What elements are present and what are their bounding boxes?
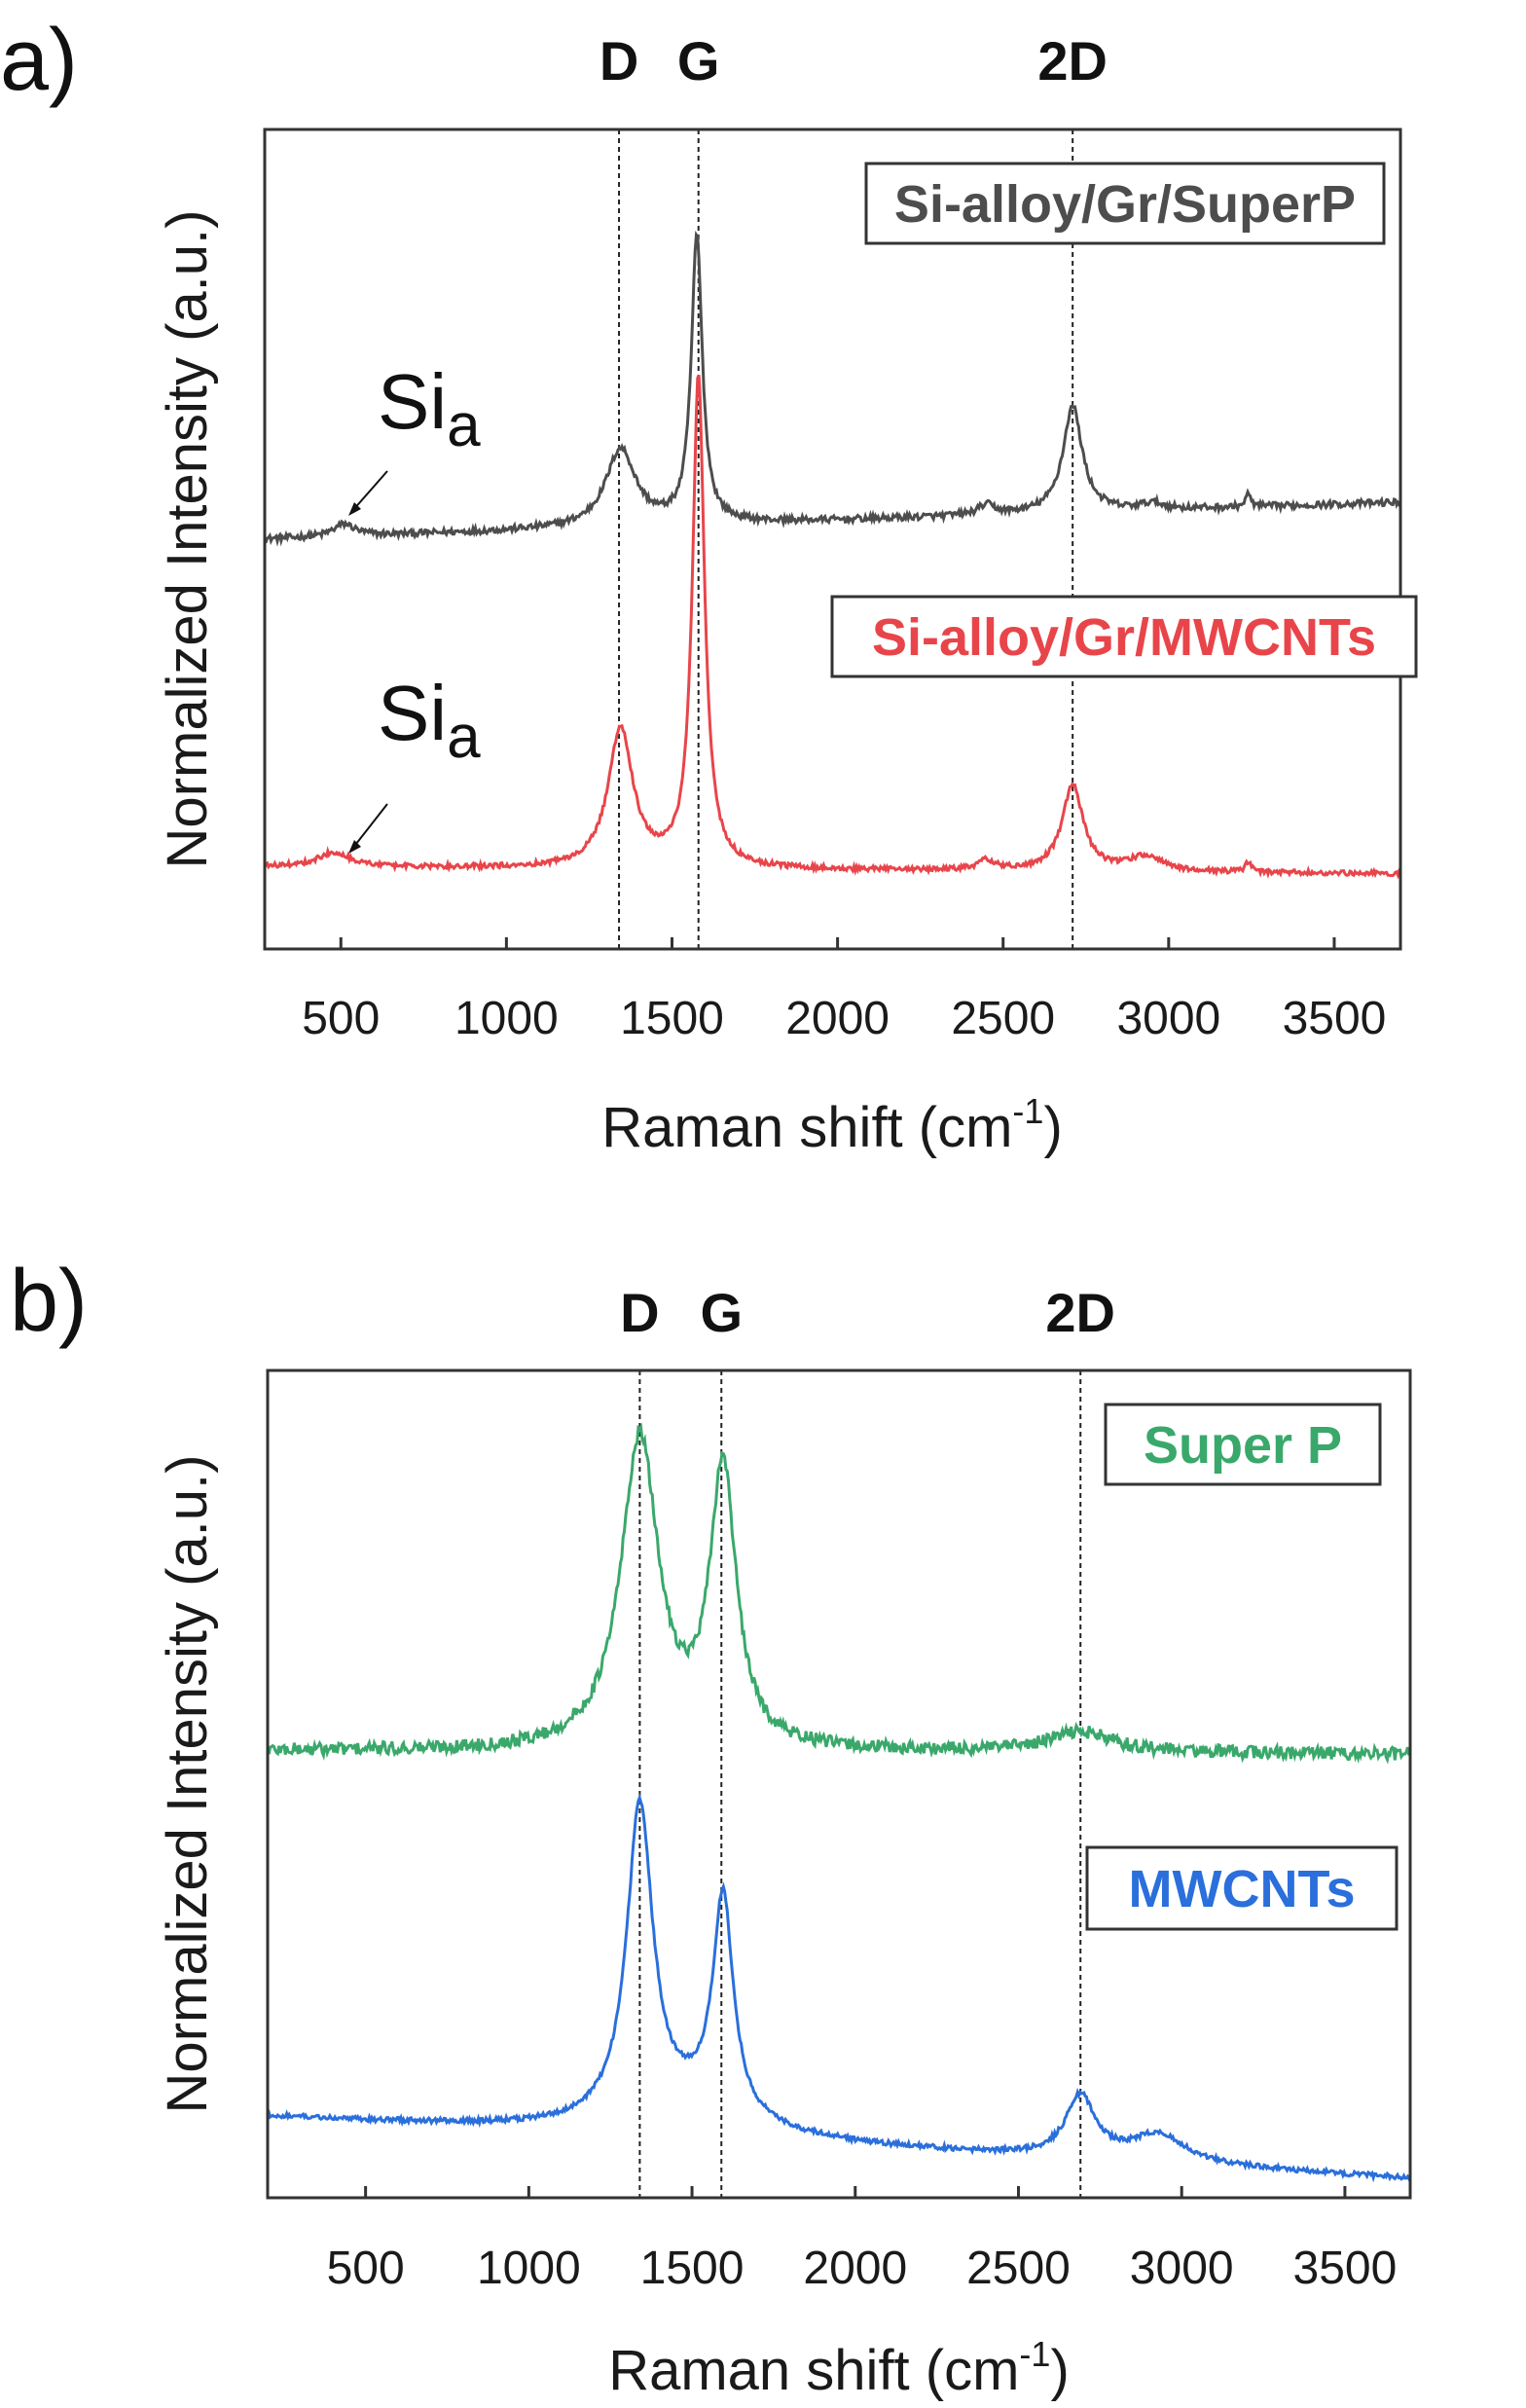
panel-b-x-axis-title: Raman shift (cm-1) bbox=[608, 2334, 1070, 2402]
legend-label: Si-alloy/Gr/MWCNTs bbox=[872, 608, 1376, 667]
panel-b-peak-labels: D G 2D bbox=[620, 1282, 1115, 1343]
panel-b-plot-frame bbox=[266, 1368, 1412, 2200]
x-axis-title-close: ) bbox=[1043, 1096, 1062, 1159]
peak-label-d: D bbox=[600, 30, 638, 91]
annotation-subscript: a bbox=[447, 704, 481, 771]
x-tick-label: 2500 bbox=[966, 2243, 1071, 2294]
x-tick-label: 1000 bbox=[477, 2243, 581, 2294]
annotation-si-a-top: Sia bbox=[348, 358, 481, 516]
annotation-si-a-bottom: Sia bbox=[348, 670, 481, 854]
panel-b: b) D G 2D 500 1000 1500 2000 2500 3000 3… bbox=[10, 1253, 1412, 2402]
x-tick-label: 3000 bbox=[1130, 2243, 1234, 2294]
legend-label: MWCNTs bbox=[1129, 1860, 1356, 1918]
peak-label-g: G bbox=[700, 1282, 743, 1343]
panel-a-x-axis-title: Raman shift (cm-1) bbox=[601, 1091, 1063, 1159]
series-line-mwcnts bbox=[266, 1793, 1412, 2183]
panel-a-x-tick-labels: 500 1000 1500 2000 2500 3000 3500 bbox=[302, 993, 1386, 1044]
series-line-si-alloy-gr-mwcnts bbox=[263, 374, 1402, 880]
x-tick-label: 500 bbox=[327, 2243, 405, 2294]
annotation-arrow bbox=[351, 470, 388, 512]
x-axis-title-main: Raman shift (cm bbox=[601, 1096, 1012, 1159]
legend-label: Super P bbox=[1144, 1416, 1342, 1475]
legend-box bbox=[1104, 1403, 1382, 1486]
x-tick-label: 3000 bbox=[1116, 993, 1220, 1044]
x-tick-label: 2000 bbox=[785, 993, 890, 1044]
annotation-base: Si bbox=[378, 670, 447, 756]
panel-b-y-axis-title: Normalized Intensity (a.u.) bbox=[156, 1455, 219, 2114]
x-tick-label: 1500 bbox=[640, 2243, 745, 2294]
legend-item-super-p: Super P bbox=[1104, 1403, 1382, 1486]
legend-item-si-alloy-gr-mwcnts: Si-alloy/Gr/MWCNTs bbox=[830, 595, 1418, 678]
legend-item-mwcnts: MWCNTs bbox=[1085, 1845, 1399, 1931]
series-line-super-p bbox=[266, 1422, 1412, 1765]
x-tick-label: 3500 bbox=[1283, 993, 1387, 1044]
panel-a-plot-frame bbox=[263, 128, 1402, 951]
peak-label-d: D bbox=[620, 1282, 659, 1343]
legend-box bbox=[1085, 1845, 1399, 1931]
panel-a-peak-labels: D G 2D bbox=[600, 30, 1108, 91]
peak-label-g: G bbox=[677, 30, 720, 91]
x-tick-label: 2000 bbox=[803, 2243, 907, 2294]
annotation-text: Sia bbox=[378, 358, 481, 459]
panel-a-y-axis-title: Normalized Intensity (a.u.) bbox=[156, 210, 219, 869]
x-tick-label: 1000 bbox=[454, 993, 559, 1044]
legend-label: Si-alloy/Gr/SuperP bbox=[894, 175, 1356, 234]
x-axis-title-superscript: -1 bbox=[1019, 2334, 1050, 2374]
x-axis-title-superscript: -1 bbox=[1012, 1091, 1043, 1131]
x-axis-title-main: Raman shift (cm bbox=[608, 2339, 1019, 2402]
panel-b-x-ticks bbox=[364, 2186, 1347, 2198]
legend-item-si-alloy-gr-superp: Si-alloy/Gr/SuperP bbox=[864, 162, 1386, 245]
panel-a-x-ticks bbox=[339, 937, 1336, 949]
panel-b-label: b) bbox=[10, 1253, 88, 1350]
peak-label-2d: 2D bbox=[1045, 1282, 1115, 1343]
series-line-si-alloy-gr-superp bbox=[264, 230, 1402, 547]
annotation-subscript: a bbox=[447, 392, 481, 459]
x-axis-title-close: ) bbox=[1050, 2339, 1069, 2402]
legend-box bbox=[864, 162, 1386, 245]
panel-a: a) D G 2D 500 1000 1500 2000 2500 3000 3… bbox=[0, 12, 1418, 1159]
annotation-base: Si bbox=[378, 358, 447, 445]
panel-a-label: a) bbox=[0, 12, 78, 109]
panel-a-peak-guides bbox=[618, 129, 1074, 949]
x-tick-label: 500 bbox=[302, 993, 380, 1044]
annotation-arrow bbox=[351, 803, 388, 850]
annotation-text: Sia bbox=[378, 670, 481, 771]
legend-box bbox=[830, 595, 1418, 678]
arrow-head-icon bbox=[348, 840, 361, 854]
x-tick-label: 2500 bbox=[951, 993, 1055, 1044]
x-tick-label: 3500 bbox=[1293, 2243, 1398, 2294]
peak-label-2d: 2D bbox=[1037, 30, 1108, 91]
panel-b-x-tick-labels: 500 1000 1500 2000 2500 3000 3500 bbox=[327, 2243, 1398, 2294]
arrow-head-icon bbox=[348, 502, 361, 516]
x-tick-label: 1500 bbox=[620, 993, 724, 1044]
panel-b-peak-guides bbox=[638, 1370, 1082, 2198]
